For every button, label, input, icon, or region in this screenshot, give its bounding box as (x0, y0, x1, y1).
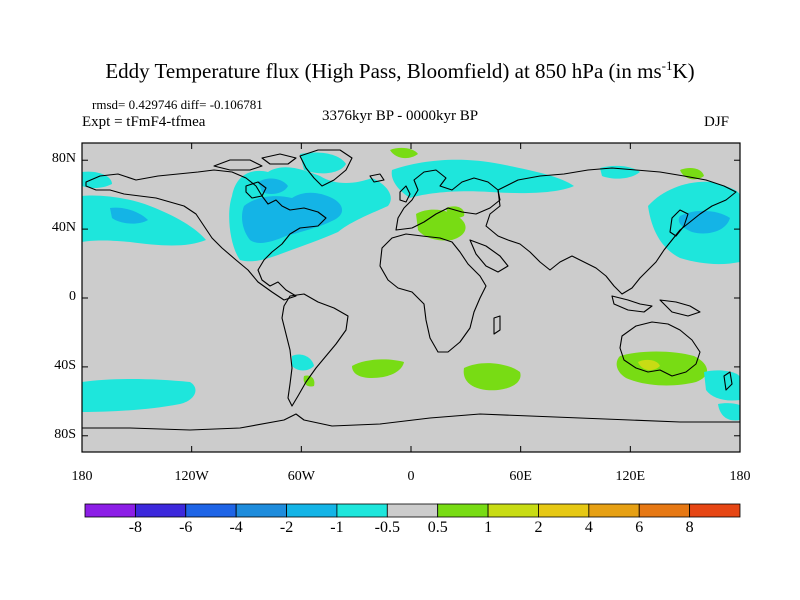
coastline-south-america (281, 293, 349, 407)
coastline-antarctica (82, 413, 740, 431)
coastline-japan (669, 209, 689, 237)
coastline-madagascar (493, 315, 501, 335)
anomaly-south-atlantic-green (352, 359, 404, 378)
lat-label: 40S (54, 357, 76, 373)
colorbar-label: -6 (179, 519, 193, 536)
anomaly-arctic-green (390, 147, 418, 159)
title-superscript: -1 (661, 58, 673, 73)
anomaly-south-pacific-west (82, 379, 196, 412)
anomaly-northern-europe (391, 159, 574, 198)
coastline-asia (485, 167, 737, 295)
lon-label: 60E (509, 469, 532, 484)
lat-label: 80S (54, 426, 76, 442)
colorbar-label: 6 (635, 519, 644, 536)
lon-label: 180 (71, 469, 93, 484)
colorbar-label: 4 (584, 519, 593, 536)
coastline-new-zealand (723, 371, 733, 391)
lat-label: 0 (69, 289, 76, 304)
colorbar-swatch (689, 503, 741, 518)
colorbar-label: 2 (534, 519, 543, 536)
axis-ticks (81, 143, 741, 452)
lon-label: 180 (729, 469, 751, 484)
coastline-arctic-islands (213, 153, 297, 171)
colorbar-swatch (134, 503, 187, 518)
colorbar-swatch (84, 503, 136, 518)
colorbar-label: -4 (229, 519, 243, 536)
lon-label: 0 (407, 469, 415, 484)
period-label: 3376kyr BP - 0000kyr BP (322, 108, 479, 124)
colorbar-label: 1 (484, 519, 493, 536)
anomaly-patagonia-green (303, 375, 315, 387)
coastline-greenland (299, 149, 353, 187)
colorbar-swatch (588, 503, 640, 518)
title-main: Eddy Temperature flux (High Pass, Bloomf… (105, 59, 662, 83)
colorbar-swatch (487, 503, 539, 518)
title-suffix: K) (672, 59, 695, 83)
colorbar-label: 0.5 (427, 519, 448, 536)
anomaly-regions (82, 147, 740, 421)
colorbar-swatch (437, 503, 489, 518)
colorbar-label: -1 (330, 519, 344, 536)
coastline-indonesia (611, 295, 701, 317)
colorbar-swatch (336, 503, 388, 518)
coastline-europe (395, 169, 501, 231)
colorbar-label: -8 (128, 519, 143, 536)
anomaly-australia-yellow (638, 359, 660, 371)
colorbar (84, 503, 741, 518)
lon-label: 60W (287, 469, 315, 484)
anomaly-australia-green (616, 351, 708, 386)
anomaly-caspian (446, 206, 465, 218)
season-label: DJF (704, 114, 730, 130)
colorbar-swatch (638, 503, 691, 518)
coastline-africa (379, 233, 487, 353)
anomaly-north-pacific-west-core (678, 210, 730, 234)
anomaly-greenland (300, 152, 346, 174)
colorbar-swatch (538, 503, 590, 518)
colorbar-swatch (185, 503, 237, 518)
colorbar-swatch (235, 503, 287, 518)
lat-label: 40N (51, 220, 76, 236)
anomaly-south-pacific-east (718, 403, 740, 421)
coastline-iceland (369, 173, 385, 183)
colorbar-label: 8 (685, 519, 694, 536)
rmsd-diff-stats: rmsd= 0.429746 diff= -0.106781 (92, 97, 263, 112)
coastline-uk (399, 185, 411, 203)
coastline-australia (619, 321, 701, 377)
coastlines (82, 149, 740, 431)
anomaly-south-america (292, 354, 314, 371)
plot-title: Eddy Temperature flux (High Pass, Bloomf… (0, 58, 800, 84)
colorbar-swatch (286, 503, 338, 518)
anomaly-north-pacific-east-core (110, 207, 148, 224)
lon-label: 120W (174, 469, 209, 484)
lon-label: 120E (615, 469, 646, 484)
coastline-arabia (469, 239, 509, 273)
coastline-north-america (85, 169, 327, 301)
anomaly-north-america-core (242, 192, 343, 243)
colorbar-label: -0.5 (374, 519, 400, 536)
anomaly-indian-ocean-green (463, 363, 521, 391)
experiment-label: Expt = tFmF4-tfmea (82, 114, 206, 130)
colorbar-swatch (386, 503, 439, 518)
lat-label: 80N (51, 151, 76, 167)
coastline-hudson-bay (245, 181, 267, 199)
colorbar-label: -2 (279, 519, 294, 536)
